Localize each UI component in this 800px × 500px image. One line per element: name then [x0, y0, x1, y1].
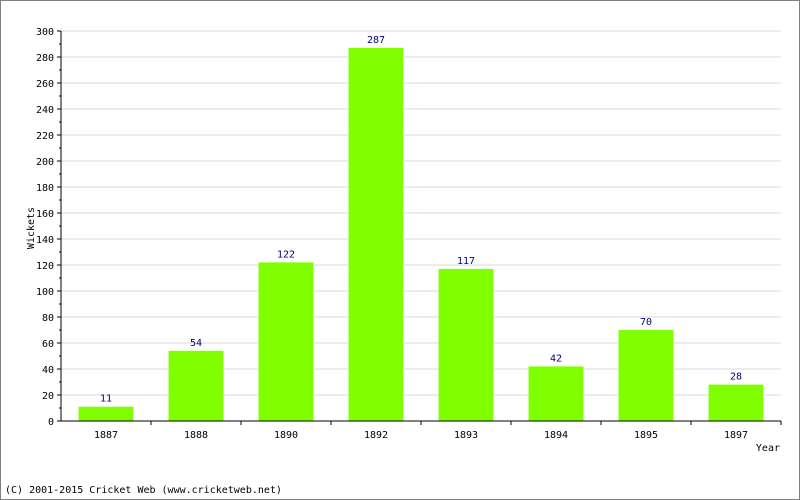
x-tick-label: 1895: [634, 430, 658, 441]
y-tick-label: 20: [42, 391, 54, 402]
data-label: 122: [277, 249, 295, 260]
bar-1892: [348, 47, 404, 422]
y-tick-label: 220: [36, 131, 54, 142]
y-tick-label: 240: [36, 105, 54, 116]
x-tick-label: 1893: [454, 430, 478, 441]
bar-1897: [708, 384, 764, 421]
y-axis-title: Wickets: [26, 207, 37, 249]
y-tick-label: 100: [36, 287, 54, 298]
data-label: 117: [457, 256, 475, 267]
bar-1890: [258, 262, 314, 421]
y-tick-label: 0: [48, 417, 54, 428]
y-tick-label: 200: [36, 157, 54, 168]
y-tick-label: 40: [42, 365, 54, 376]
y-tick-label: 140: [36, 235, 54, 246]
y-tick-label: 300: [36, 27, 54, 38]
x-tick-label: 1887: [94, 430, 118, 441]
bar-1887: [78, 406, 134, 421]
y-tick-label: 120: [36, 261, 54, 272]
copyright-footer: (C) 2001-2015 Cricket Web (www.cricketwe…: [5, 485, 282, 496]
bars: [78, 47, 764, 422]
bar-1888: [168, 350, 224, 421]
data-label: 287: [367, 35, 385, 46]
y-tick-label: 180: [36, 183, 54, 194]
y-tick-label: 280: [36, 53, 54, 64]
bar-1894: [528, 366, 584, 421]
x-tick-label: 1888: [184, 430, 208, 441]
bar-1895: [618, 330, 674, 421]
bar-1893: [438, 268, 494, 421]
axes: [57, 30, 782, 425]
x-tick-label: 1890: [274, 430, 298, 441]
y-tick-label: 260: [36, 79, 54, 90]
x-tick-label: 1897: [724, 430, 748, 441]
data-label: 11: [100, 394, 112, 405]
y-tick-label: 60: [42, 339, 54, 350]
data-label: 28: [730, 372, 742, 383]
data-label: 54: [190, 338, 202, 349]
y-tick-label: 160: [36, 209, 54, 220]
labels: 0 20 40 60 80 100 120 140 160 180 200 220 240 260 280 3…: [36, 27, 748, 441]
x-axis-title: Year: [756, 443, 780, 454]
data-label: 42: [550, 353, 562, 364]
gridlines: [61, 30, 781, 396]
y-tick-label: 80: [42, 313, 54, 324]
data-label: 70: [640, 317, 652, 328]
x-tick-label: 1894: [544, 430, 568, 441]
x-tick-label: 1892: [364, 430, 388, 441]
